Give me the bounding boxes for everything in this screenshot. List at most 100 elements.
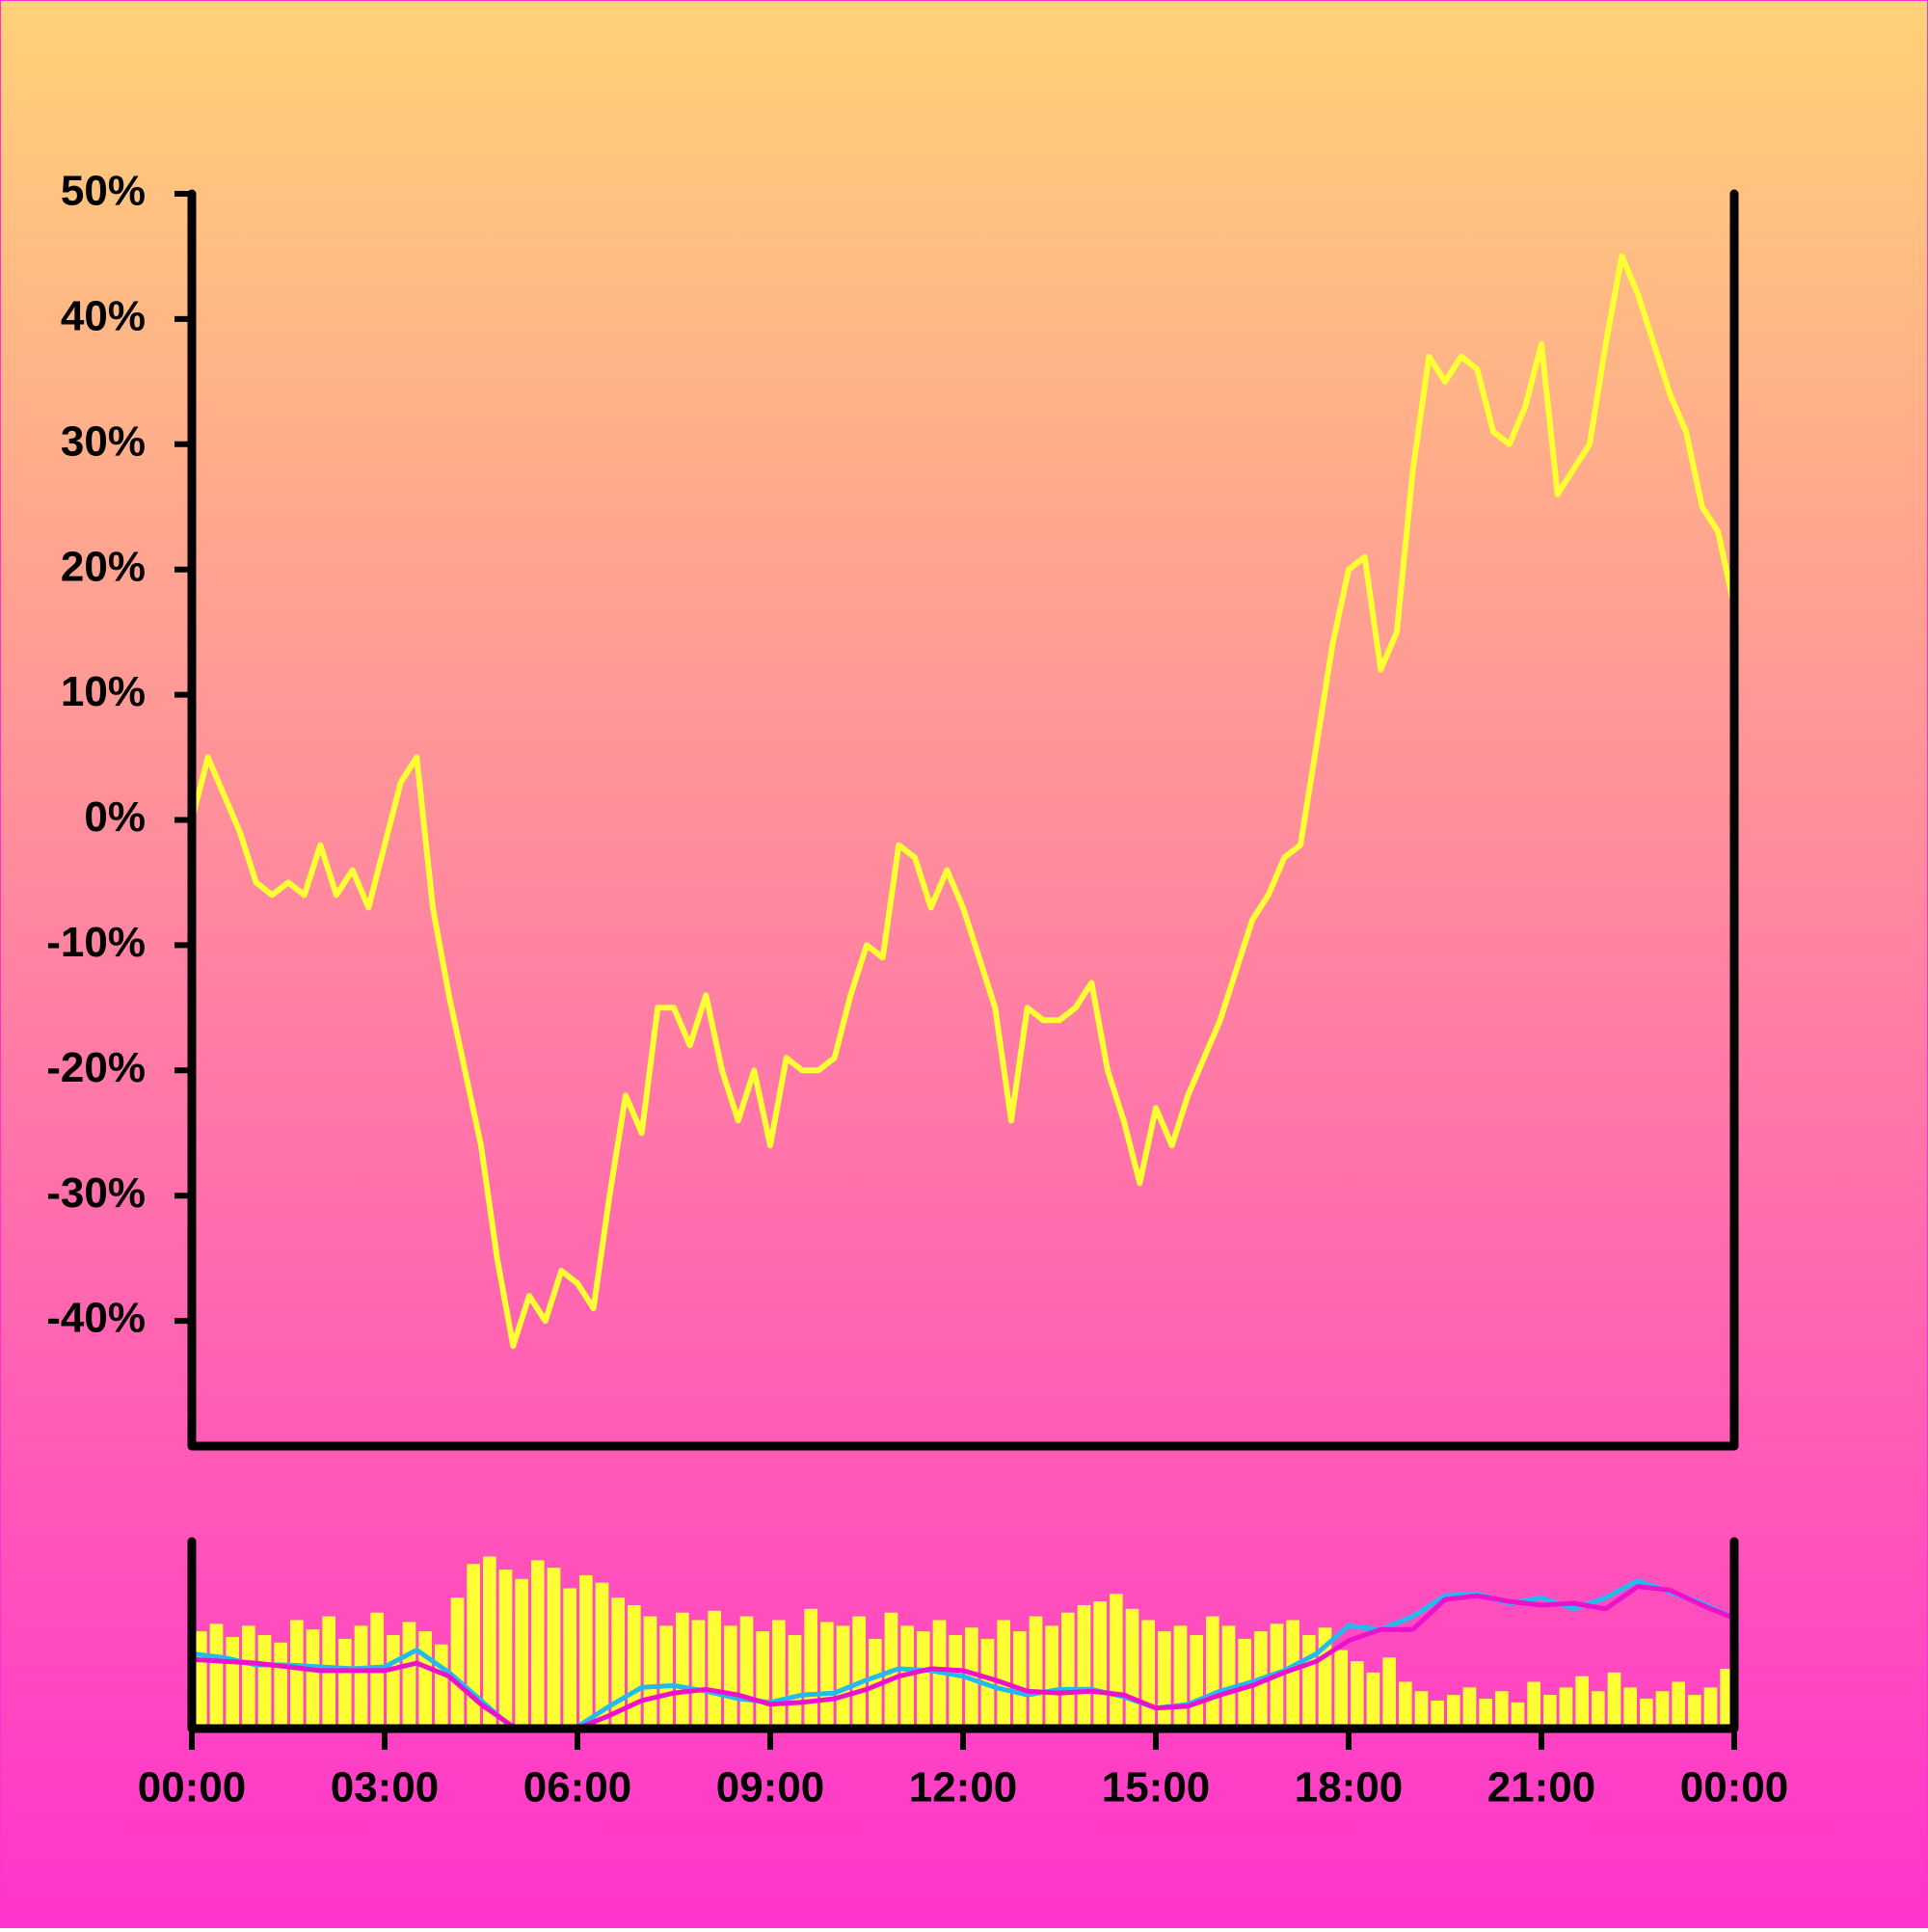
volume-bar <box>1495 1691 1509 1729</box>
volume-bar <box>820 1622 834 1729</box>
y-tick-label: 20% <box>61 543 146 590</box>
axis-frame <box>187 189 1739 1451</box>
volume-bar <box>1061 1612 1075 1729</box>
volume-bar <box>1640 1698 1653 1729</box>
volume-bar <box>900 1625 914 1729</box>
volume-bar <box>949 1635 962 1729</box>
volume-bar <box>531 1560 545 1729</box>
volume-bar <box>756 1631 769 1729</box>
y-tick-label: 40% <box>61 293 146 340</box>
volume-bar <box>1575 1676 1589 1729</box>
x-tick-label: 00:00 <box>1680 1764 1789 1811</box>
volume-bar <box>1382 1657 1396 1729</box>
y-tick-label: 10% <box>61 668 146 715</box>
volume-bar <box>676 1612 689 1729</box>
volume-bar <box>628 1604 641 1729</box>
x-tick-label: 12:00 <box>909 1764 1018 1811</box>
volume-bar <box>515 1578 528 1729</box>
volume-bar <box>1302 1635 1316 1729</box>
x-tick-label: 03:00 <box>331 1764 440 1811</box>
volume-bar <box>226 1636 239 1729</box>
y-tick-label: 50% <box>61 168 146 215</box>
volume-bar <box>1414 1691 1429 1729</box>
volume-bar <box>1399 1681 1412 1729</box>
y-tick-label: -10% <box>46 919 146 966</box>
volume-bar <box>306 1629 320 1729</box>
volume-bar <box>257 1635 272 1729</box>
volume-bar <box>418 1631 432 1729</box>
x-tick-label: 21:00 <box>1487 1764 1596 1811</box>
y-tick-label: 0% <box>84 793 146 841</box>
volume-bar <box>579 1574 593 1729</box>
volume-bar <box>274 1642 287 1729</box>
volume-bar <box>338 1638 352 1729</box>
volume-bar <box>1592 1691 1605 1729</box>
volume-bar <box>1158 1631 1171 1729</box>
volume-bar <box>1206 1616 1219 1729</box>
volume-bar <box>739 1616 754 1729</box>
volume-bar <box>595 1582 609 1729</box>
volume-bar <box>1672 1681 1685 1729</box>
volume-bar <box>1221 1625 1236 1729</box>
volume-bar <box>997 1620 1010 1729</box>
volume-bar <box>435 1644 448 1729</box>
volume-bar <box>1559 1687 1573 1729</box>
volume-bar <box>290 1620 304 1729</box>
volume-bar <box>852 1616 866 1729</box>
volume-bar <box>643 1616 657 1729</box>
volume-bar <box>659 1625 673 1729</box>
volume-bar <box>1623 1687 1637 1729</box>
volume-bar <box>1286 1620 1299 1729</box>
y-tick-label: -40% <box>46 1295 146 1342</box>
volume-bar <box>772 1620 786 1729</box>
volume-bar <box>402 1622 416 1729</box>
y-tick-label: -20% <box>46 1044 146 1091</box>
volume-bar <box>1447 1695 1460 1729</box>
x-tick-label: 15:00 <box>1102 1764 1211 1811</box>
volume-bar <box>1607 1672 1621 1729</box>
volume-bar <box>1462 1687 1477 1729</box>
volume-bar <box>917 1631 930 1729</box>
volume-bar <box>242 1625 255 1729</box>
volume-bar <box>804 1608 817 1729</box>
volume-bar <box>1013 1631 1027 1729</box>
volume-bar <box>1334 1650 1348 1729</box>
volume-bar <box>788 1635 802 1729</box>
volume-bar <box>387 1635 400 1729</box>
volume-bar <box>724 1625 737 1729</box>
x-tick-label: 09:00 <box>716 1764 825 1811</box>
volume-bar <box>1190 1635 1203 1729</box>
volume-bar <box>1511 1702 1525 1729</box>
volume-bar <box>1479 1698 1492 1729</box>
average-line <box>191 1584 1735 1731</box>
volume-bar <box>1655 1691 1670 1729</box>
volume-bar <box>1029 1616 1043 1729</box>
volume-bar <box>1125 1608 1139 1729</box>
volume-bar <box>547 1568 561 1729</box>
volume-bar <box>1527 1681 1540 1729</box>
volume-bar <box>354 1625 368 1729</box>
volume-bar <box>483 1556 496 1729</box>
axis-frame <box>187 1537 1739 1733</box>
volume-bar <box>498 1570 513 1729</box>
volume-bar <box>450 1597 465 1729</box>
x-tick-label: 18:00 <box>1295 1764 1404 1811</box>
price-line <box>189 254 1737 1350</box>
y-tick-label: -30% <box>46 1169 146 1217</box>
volume-bar <box>1110 1594 1123 1729</box>
volume-bar <box>1045 1625 1058 1729</box>
volume-bar <box>1077 1604 1091 1729</box>
volume-bar <box>1688 1695 1701 1729</box>
volume-bar <box>467 1564 480 1729</box>
volume-bar <box>1543 1695 1557 1729</box>
volume-bar <box>209 1623 224 1729</box>
volume-bar <box>1093 1601 1107 1729</box>
volume-bar <box>563 1588 576 1729</box>
volume-bar <box>1173 1625 1188 1729</box>
volume-bar <box>691 1620 706 1729</box>
x-tick-label: 00:00 <box>138 1764 247 1811</box>
y-tick-label: 30% <box>61 417 146 465</box>
volume-bar <box>1141 1620 1155 1729</box>
